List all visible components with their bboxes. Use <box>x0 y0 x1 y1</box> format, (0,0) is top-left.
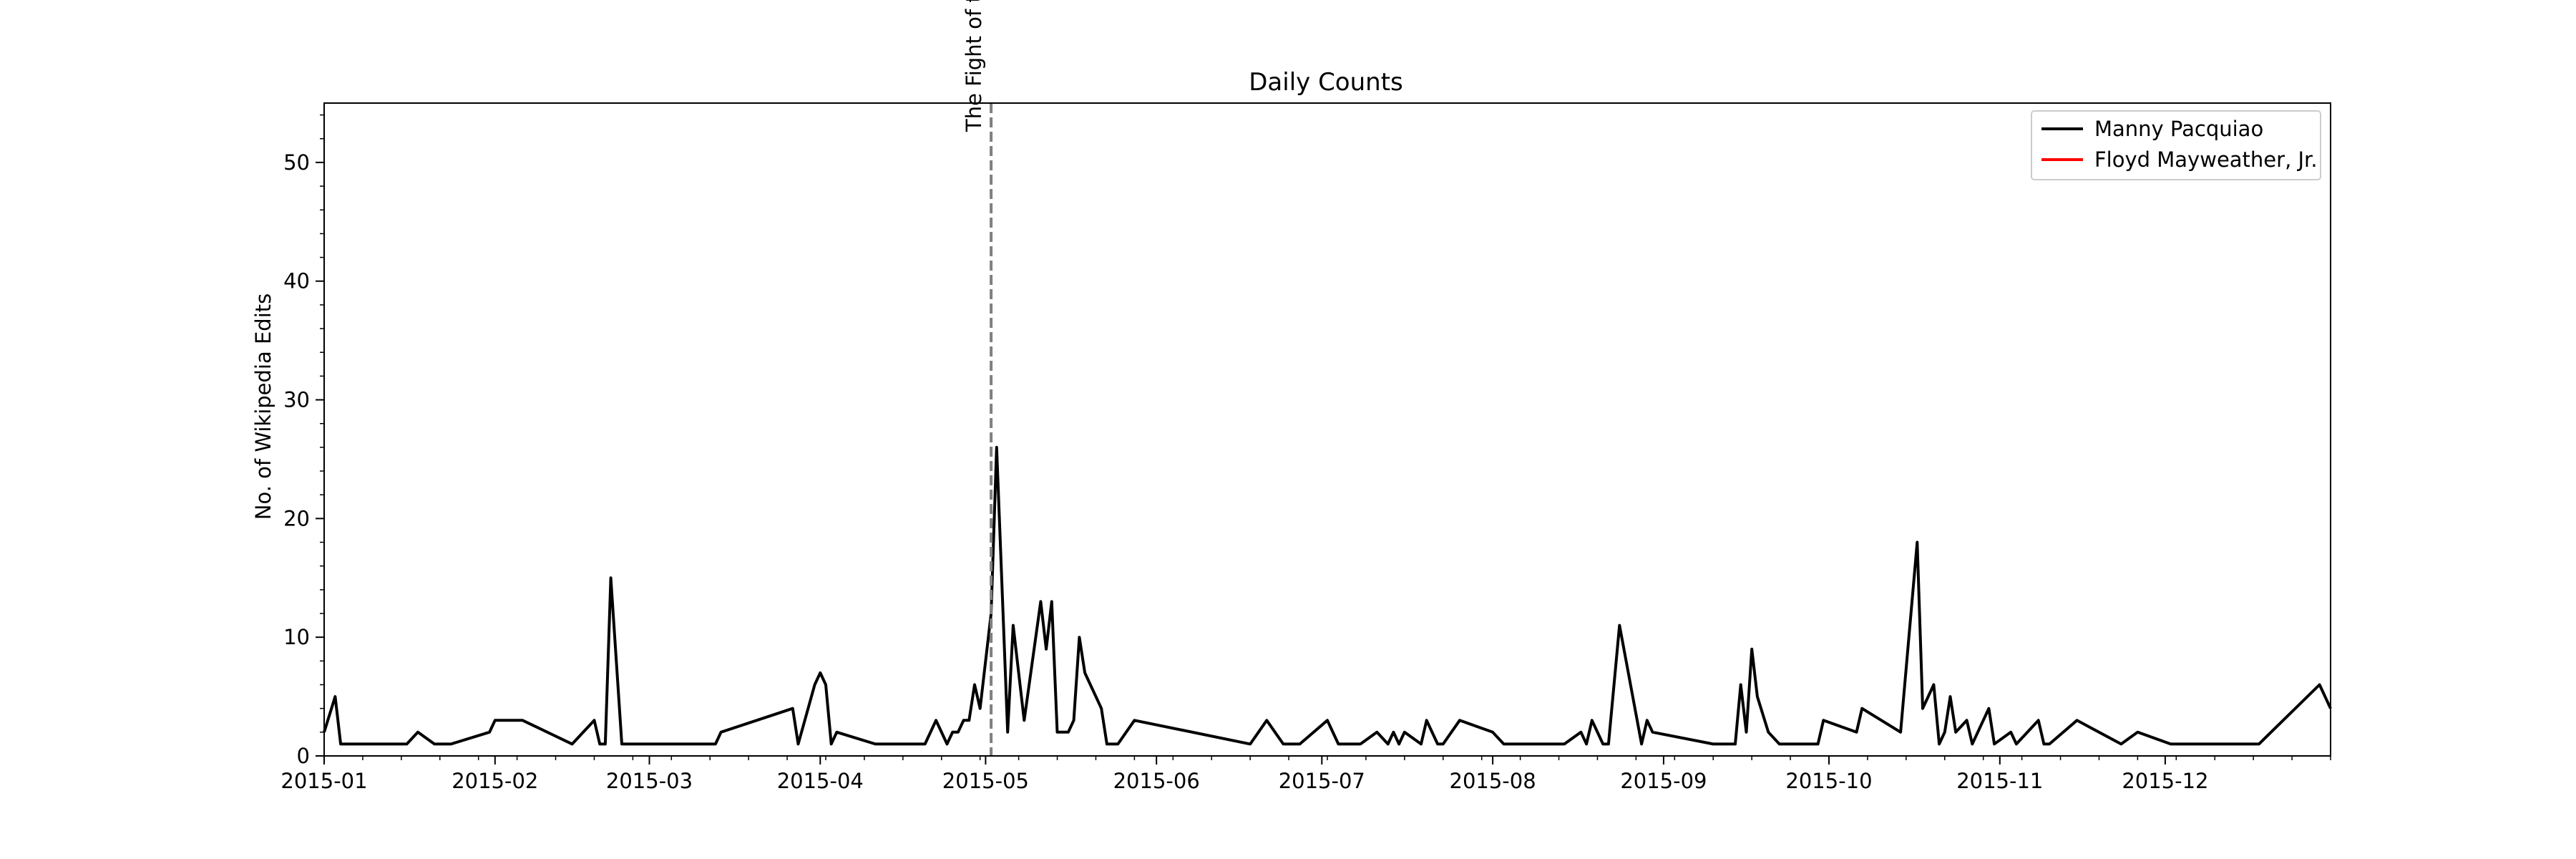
x-tick-label: 2015-06 <box>1113 769 1200 793</box>
legend: Manny Pacquiao Floyd Mayweather, Jr. <box>2031 110 2321 180</box>
y-tick-label: 50 <box>283 150 310 175</box>
x-tick-label: 2015-01 <box>280 769 367 793</box>
y-tick-label: 40 <box>283 269 310 293</box>
chart-title: Daily Counts <box>1249 68 1403 97</box>
legend-box <box>2031 110 2321 180</box>
series-line-0 <box>323 445 2332 746</box>
x-tick-label: 2015-09 <box>1620 769 1707 793</box>
y-axis-ticks: 0 10 20 30 40 50 <box>283 114 324 768</box>
legend-label: Floyd Mayweather, Jr. <box>2094 147 2318 172</box>
plot-frame <box>323 102 2331 757</box>
x-tick-label: 2015-07 <box>1279 769 1365 793</box>
x-tick-label: 2015-11 <box>1956 769 2043 793</box>
legend-label: Manny Pacquiao <box>2094 117 2263 141</box>
x-axis-ticks: 2015-01 2015-02 2015-03 2015-04 2015-05 2015-… <box>280 756 2331 793</box>
x-tick-label: 2015-03 <box>606 769 693 793</box>
annotation-label: The Fight of t <box>962 0 986 132</box>
y-tick-label: 10 <box>283 625 310 649</box>
x-tick-label: 2015-10 <box>1785 769 1872 793</box>
annotation-layer: The Fight of t <box>962 0 993 756</box>
y-tick-label: 30 <box>283 388 310 412</box>
x-tick-label: 2015-02 <box>452 769 538 793</box>
x-tick-label: 2015-04 <box>777 769 864 793</box>
y-tick-label: 0 <box>297 744 310 768</box>
x-tick-label: 2015-12 <box>2122 769 2208 793</box>
y-axis-label: No. of Wikipedia Edits <box>251 293 275 520</box>
y-tick-label: 20 <box>283 506 310 530</box>
series-layer <box>323 445 2332 746</box>
x-tick-label: 2015-08 <box>1450 769 1536 793</box>
x-tick-label: 2015-05 <box>942 769 1029 793</box>
